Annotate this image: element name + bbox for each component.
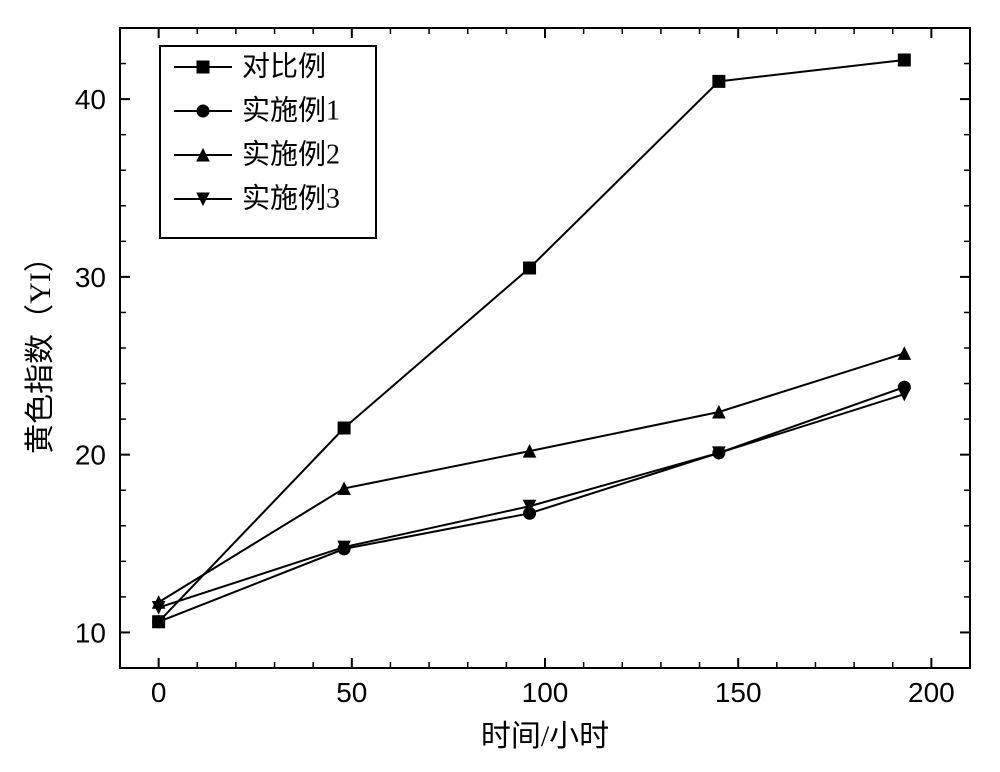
x-tick-label: 0 (151, 677, 167, 708)
data-marker (898, 54, 910, 66)
legend-label: 对比例 (242, 50, 326, 82)
chart-container: 0 50 100 150 200 时间/小时 10 20 30 40 黄色指数（YI） 对比例实施例1… (0, 0, 1000, 772)
x-tick-label: 200 (908, 677, 955, 708)
data-marker (338, 422, 350, 434)
data-marker (898, 347, 910, 359)
data-marker (153, 616, 165, 628)
y-tick-label: 20 (75, 440, 106, 471)
legend: 对比例实施例1 实施例2 实施例3 (160, 46, 376, 238)
x-tick-label: 100 (522, 677, 569, 708)
data-marker (713, 75, 725, 87)
data-marker (898, 388, 910, 400)
legend-label: 实施例2 (242, 138, 340, 170)
y-tick-label: 10 (75, 617, 106, 648)
legend-marker (197, 61, 209, 73)
x-axis-label: 时间/小时 (481, 720, 609, 753)
series-line (159, 353, 905, 602)
x-tick-label: 150 (715, 677, 762, 708)
line-chart: 0 50 100 150 200 时间/小时 10 20 30 40 黄色指数（YI） 对比例实施例1… (0, 0, 1000, 772)
series-2 (153, 347, 911, 608)
data-marker (524, 262, 536, 274)
y-tick-label: 30 (75, 262, 106, 293)
x-tick-label: 50 (336, 677, 367, 708)
y-axis-label: 黄色指数（YI） (24, 242, 57, 454)
y-tick-label: 40 (75, 84, 106, 115)
legend-marker (197, 105, 209, 117)
legend-label: 实施例1 (242, 94, 340, 126)
legend-label: 实施例3 (242, 182, 340, 214)
